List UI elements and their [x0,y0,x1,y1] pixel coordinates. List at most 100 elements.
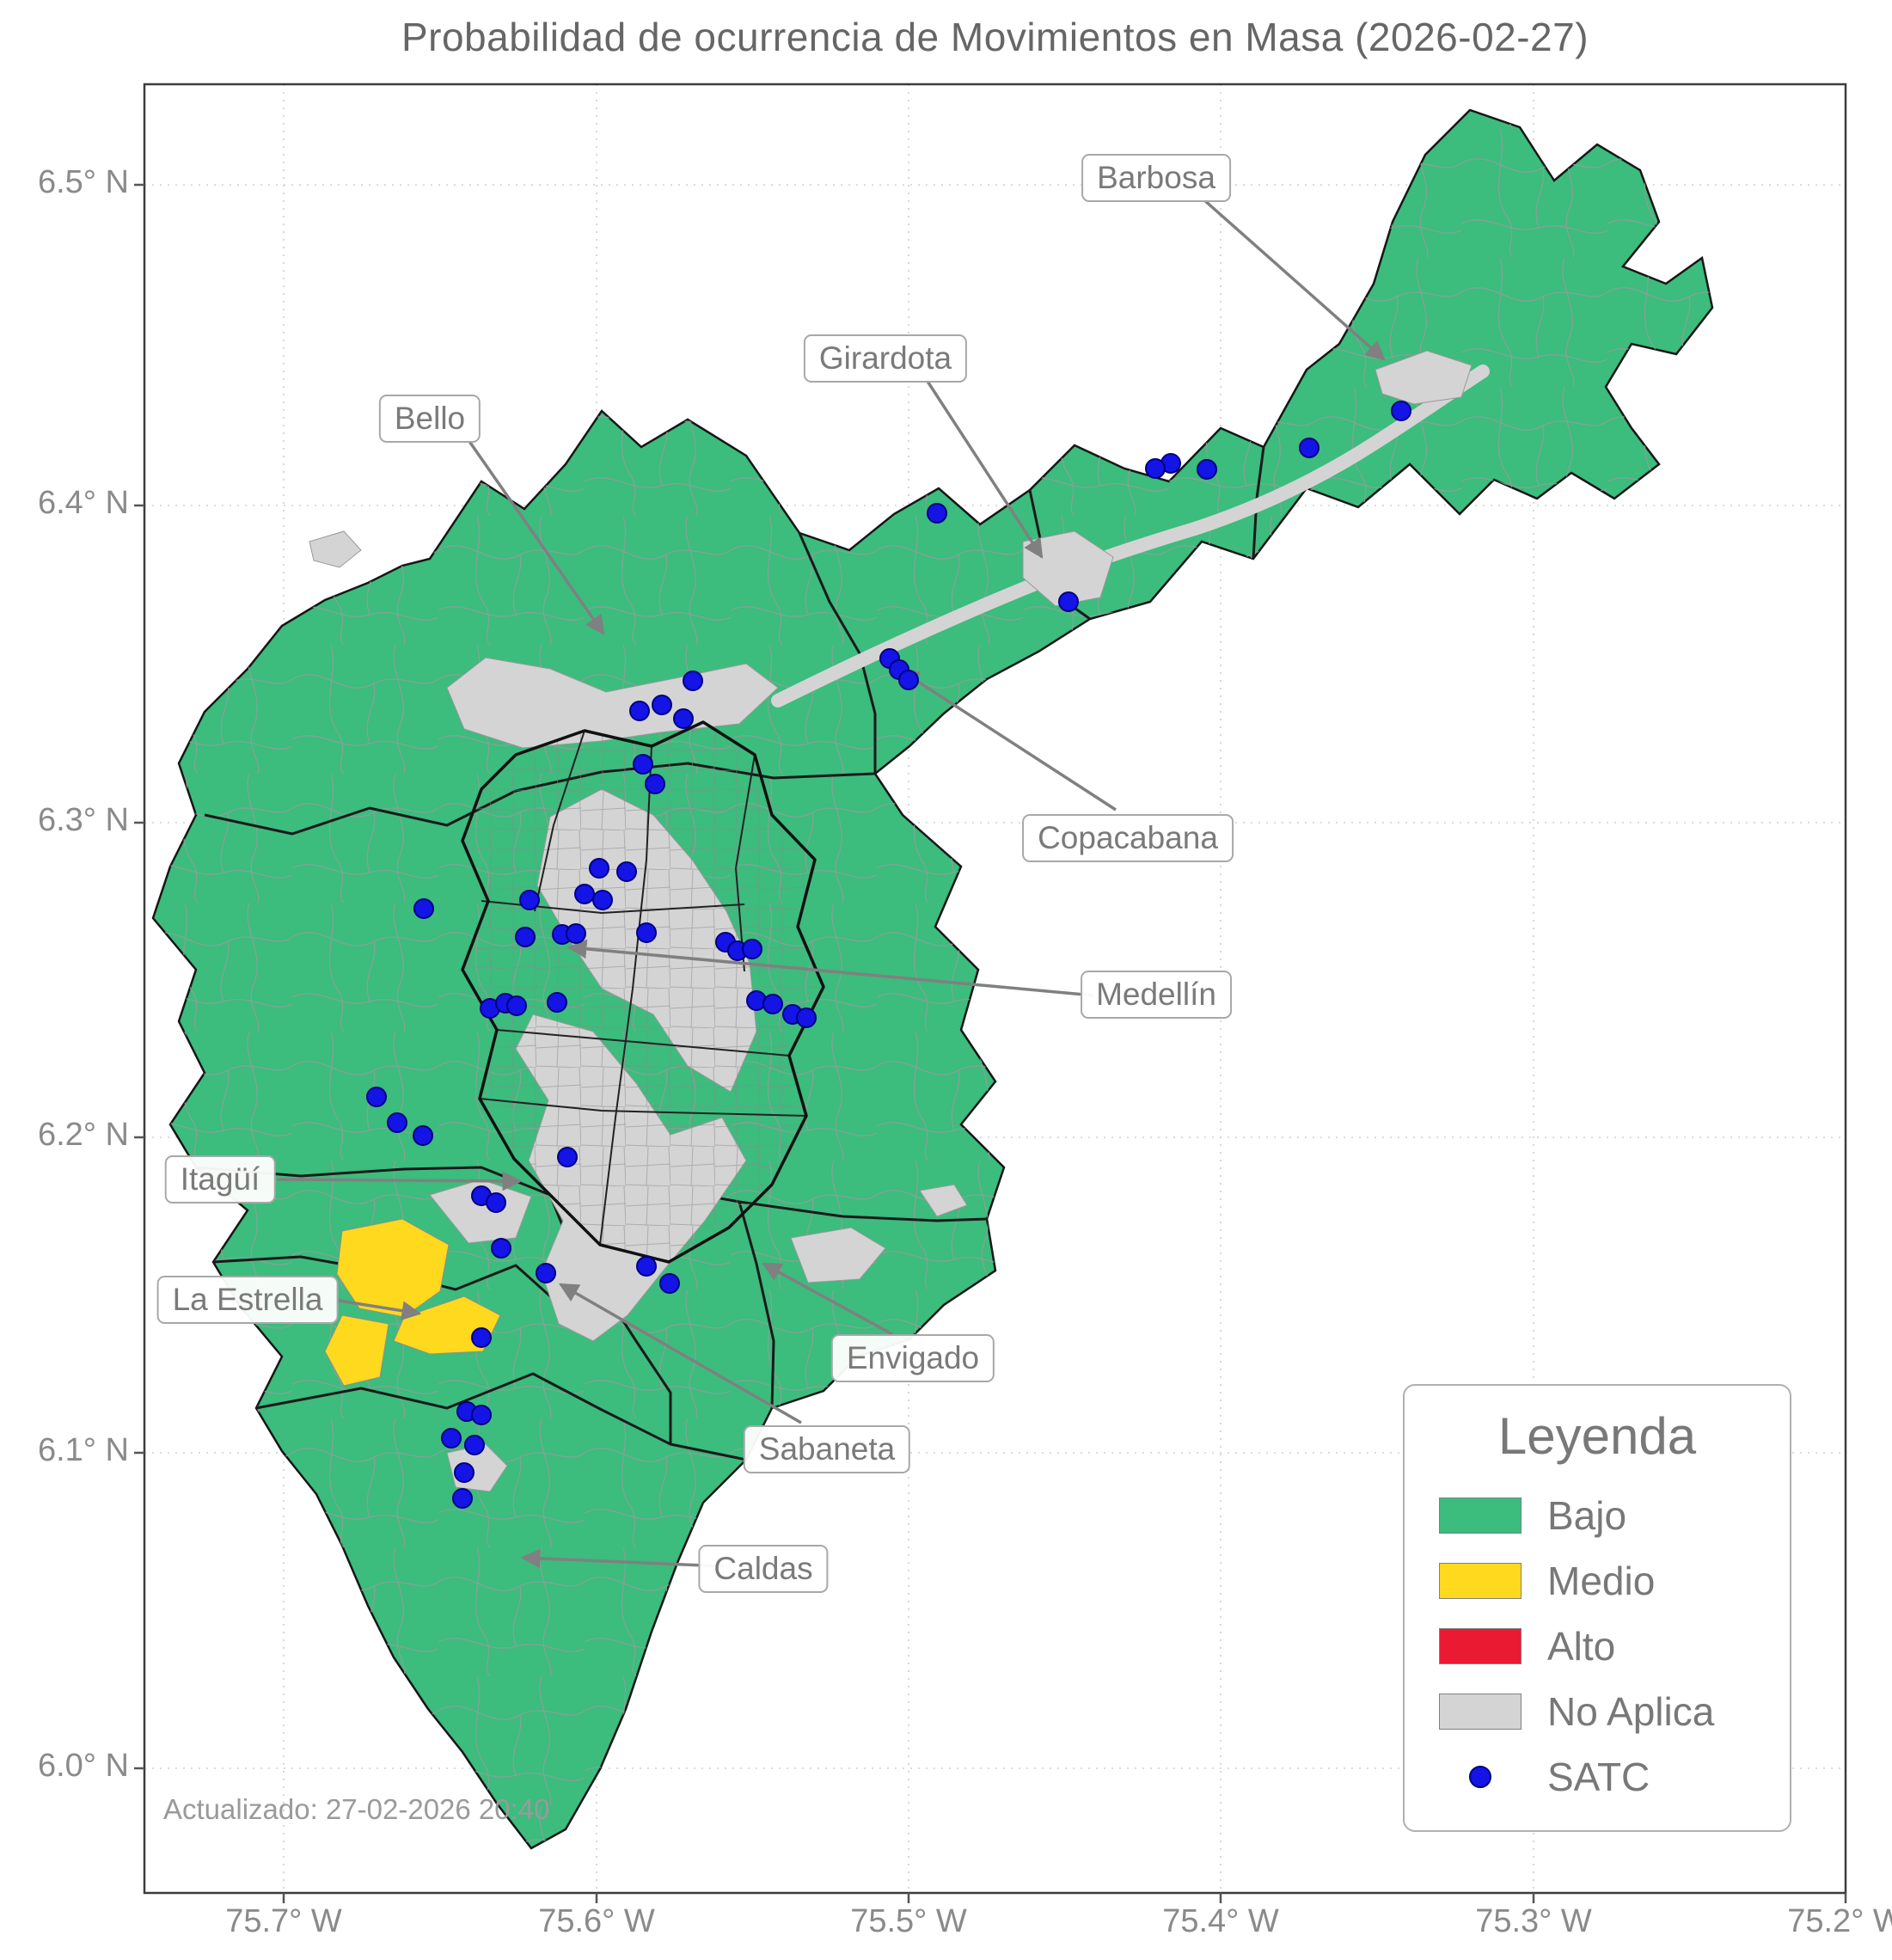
legend-swatch-bajo [1439,1498,1522,1534]
y-tick-label: 6.2° N [37,1117,129,1153]
satc-point [796,1008,817,1028]
legend-item-no_aplica: No Aplica [1405,1679,1790,1744]
annotation-label-medellin: Medellín [1081,971,1232,1019]
satc-point [471,1327,492,1348]
annotation-label-sabaneta: Sabaneta [743,1425,911,1473]
annotation-label-caldas: Caldas [698,1545,829,1593]
legend-dot-wrap [1439,1766,1522,1788]
legend-title: Leyenda [1497,1407,1697,1465]
x-tick-label: 75.4° W [1162,1903,1279,1939]
satc-point [387,1112,407,1133]
satc-point [645,774,665,794]
satc-point [491,1238,511,1259]
legend-swatch-alto [1439,1628,1522,1664]
legend: Leyenda Bajo Medio Alto No Aplica SATC [1403,1384,1791,1832]
satc-point [1299,438,1320,458]
satc-point [592,890,613,910]
arrow-copacabana [899,669,1117,812]
satc-point [898,670,919,690]
legend-swatch-no_aplica [1439,1694,1522,1730]
satc-point [927,503,947,524]
satc-point [1145,458,1166,479]
satc-point [1197,459,1217,480]
x-tick-label: 75.3° W [1475,1903,1592,1939]
y-tick-label: 6.0° N [37,1748,129,1784]
y-tick-label: 6.1° N [37,1432,129,1468]
annotation-label-barbosa: Barbosa [1081,154,1231,202]
annotation-label-envigado: Envigado [830,1334,995,1382]
legend-item-medio: Medio [1405,1548,1790,1614]
legend-item-satc: SATC [1405,1744,1790,1810]
annotation-label-girardota: Girardota [803,334,968,383]
satc-point [557,1147,578,1167]
satc-point [519,890,540,910]
y-tick-label: 6.4° N [37,485,129,521]
satc-point [659,1273,680,1294]
satc-point [1391,401,1411,421]
satc-point [629,701,650,721]
plot-frame [143,83,1847,1895]
legend-label-bajo: Bajo [1547,1493,1627,1538]
legend-swatch-medio [1439,1563,1522,1599]
annotation-label-copacabana: Copacabana [1022,814,1234,862]
arrow-itagui [276,1171,523,1191]
y-tick-label: 6.5° N [37,164,129,200]
arrow-la-estrella [333,1298,422,1320]
urban-perimeter [461,720,825,1264]
arrow-barbosa [1202,198,1386,361]
satc-point [683,671,703,691]
arrow-caldas [520,1548,725,1569]
satc-point [454,1462,475,1483]
axis-ticks [134,183,1847,1903]
y-tick-label: 6.3° N [37,802,129,838]
satc-point [636,1256,657,1277]
arrow-medellin [566,939,1094,997]
annotation-label-bello: Bello [378,395,481,443]
legend-item-bajo: Bajo [1405,1483,1790,1548]
legend-items: Bajo Medio Alto No Aplica SATC [1405,1483,1790,1810]
map-title: Probabilidad de ocurrencia de Movimiento… [401,15,1589,59]
satc-point [566,923,586,944]
annotation-arrows [276,198,1386,1569]
annotation-label-la-estrella: La Estrella [156,1276,339,1324]
satc-dot-icon [1469,1766,1491,1788]
legend-label-alto: Alto [1547,1624,1616,1669]
annotation-label-itagui: Itagüí [164,1155,276,1204]
updated-timestamp: Actualizado: 27-02-2026 20:40 [163,1793,550,1825]
satc-point [366,1087,387,1107]
satc-point [636,922,657,943]
legend-label-no_aplica: No Aplica [1547,1689,1715,1734]
satc-point [633,754,653,775]
urban-parcel-grid [462,722,824,1262]
satc-point [1058,591,1079,612]
x-tick-label: 75.5° W [850,1903,967,1939]
satc-point [515,927,536,947]
satc-point [616,861,637,882]
x-tick-label: 75.6° W [538,1903,655,1939]
satc-point [547,992,567,1013]
satc-point [574,884,595,904]
satc-point [413,1125,433,1146]
satc-point [652,695,672,715]
satc-point [452,1488,473,1509]
arrow-bello [467,438,605,635]
satc-point [589,858,609,879]
satc-point [762,994,783,1014]
legend-label-medio: Medio [1547,1559,1656,1603]
satc-point [673,708,694,729]
satc-point [441,1428,462,1449]
satc-point [464,1435,485,1455]
x-tick-label: 75.7° W [225,1903,342,1939]
satc-point [536,1263,556,1283]
satc-point [742,939,762,959]
arrow-envigado [762,1262,893,1336]
satc-point [506,995,527,1016]
satc-points-layer [366,401,1411,1509]
legend-label-satc: SATC [1547,1755,1650,1799]
satc-point [486,1192,506,1213]
satc-point [471,1405,492,1425]
arrow-sabaneta [559,1283,802,1424]
legend-item-alto: Alto [1405,1614,1790,1679]
